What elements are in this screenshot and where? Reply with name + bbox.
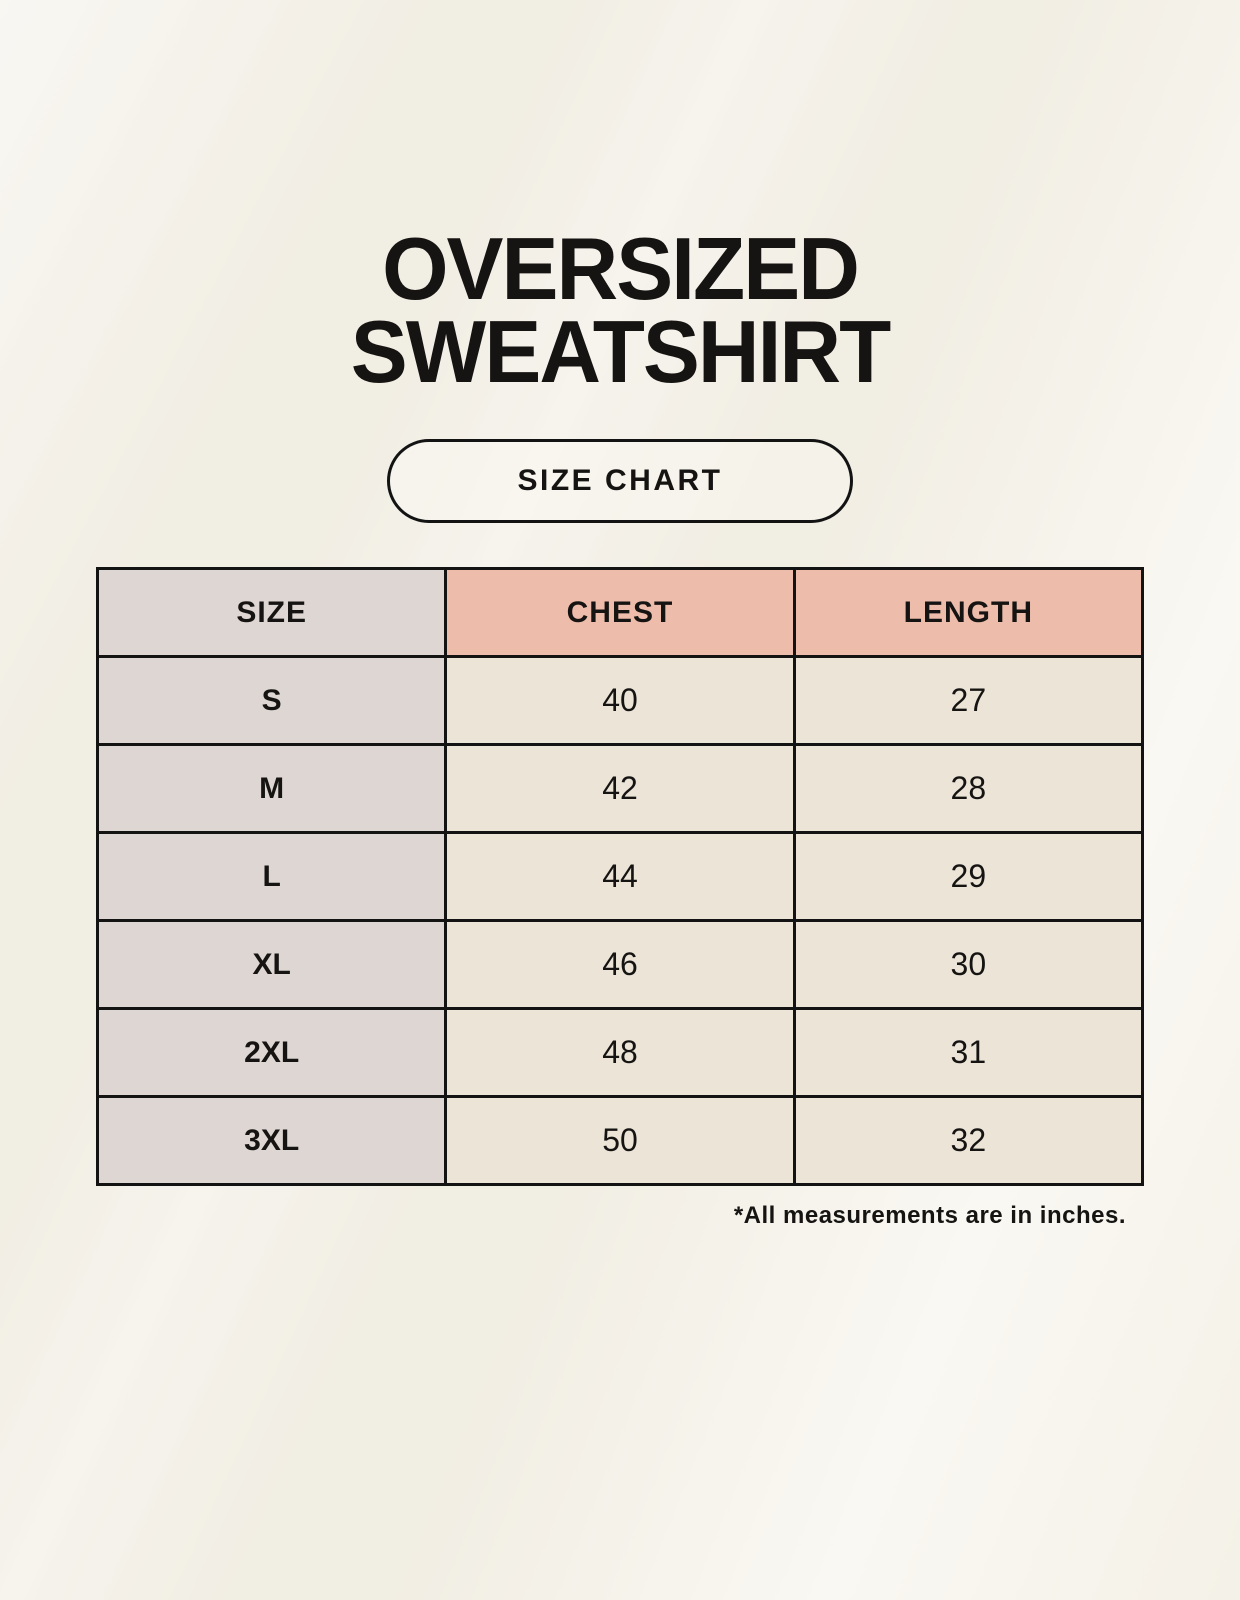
header-size: SIZE xyxy=(95,567,448,659)
table-row: L 44 29 xyxy=(95,831,1145,923)
size-cell: M xyxy=(95,743,448,835)
length-cell: 30 xyxy=(792,919,1145,1011)
size-chart-badge: SIZE CHART xyxy=(387,439,853,524)
table-row: 3XL 50 32 xyxy=(95,1095,1145,1187)
page-title: OVERSIZED SWEATSHIRT xyxy=(19,225,1222,396)
size-cell: L xyxy=(95,831,448,923)
size-table: SIZE CHEST LENGTH S 40 27 M 42 28 L 44 2… xyxy=(95,567,1145,1187)
length-cell: 28 xyxy=(792,743,1145,835)
header-chest: CHEST xyxy=(444,567,796,659)
size-table-body: S 40 27 M 42 28 L 44 29 XL 46 30 2XL 48 xyxy=(95,655,1145,1187)
size-chart-badge-label: SIZE CHART xyxy=(517,464,723,498)
header-row: SIZE CHEST LENGTH xyxy=(95,567,1145,659)
size-cell: XL xyxy=(95,919,448,1011)
chest-cell: 50 xyxy=(444,1095,796,1187)
chest-cell: 40 xyxy=(444,655,796,747)
size-cell: 3XL xyxy=(95,1095,448,1187)
table-row: M 42 28 xyxy=(95,743,1145,835)
header-length: LENGTH xyxy=(792,567,1145,659)
length-cell: 29 xyxy=(792,831,1145,923)
table-row: 2XL 48 31 xyxy=(95,1007,1145,1099)
length-cell: 32 xyxy=(792,1095,1145,1187)
chest-cell: 46 xyxy=(444,919,796,1011)
size-table-header: SIZE CHEST LENGTH xyxy=(95,567,1145,659)
size-cell: S xyxy=(95,655,448,747)
title-line-1: OVERSIZED xyxy=(382,219,860,318)
table-row: S 40 27 xyxy=(95,655,1145,747)
length-cell: 27 xyxy=(792,655,1145,747)
title-line-2: SWEATSHIRT xyxy=(350,301,892,401)
size-cell: 2XL xyxy=(95,1007,448,1099)
chest-cell: 48 xyxy=(444,1007,796,1099)
chest-cell: 42 xyxy=(444,743,796,835)
measurements-footnote: *All measurements are in inches. xyxy=(733,1202,1126,1230)
table-row: XL 46 30 xyxy=(95,919,1145,1011)
length-cell: 31 xyxy=(792,1007,1145,1099)
chest-cell: 44 xyxy=(444,831,796,923)
